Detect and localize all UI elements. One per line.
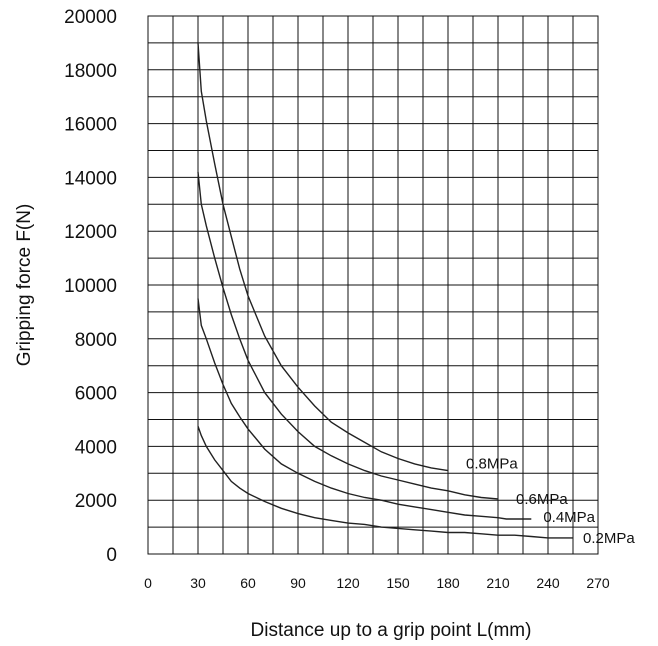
y-tick-labels: 0 2000 4000 6000 8000 10000 12000 14000 16000 180… [64,7,117,566]
x-tick-label: 270 [586,575,610,591]
y-tick-label: 18000 [64,61,117,82]
y-tick-label: 6000 [75,384,117,405]
x-tick-label: 150 [386,575,410,591]
y-tick-label: 4000 [75,437,117,458]
x-tick-label: 60 [240,575,256,591]
y-axis-title: Gripping force F(N) [14,204,35,367]
series-label: 0.2MPa [583,530,635,547]
x-tick-label: 180 [436,575,460,591]
x-tick-label: 210 [486,575,510,591]
series-label: 0.8MPa [466,456,518,473]
x-tick-label: 30 [190,575,206,591]
x-axis-title: Distance up to a grip point L(mm) [251,620,532,641]
series-line-0-4mpa [197,298,532,520]
series-line-0-6mpa [197,171,499,500]
grid-lines [148,16,598,554]
y-tick-label: 8000 [75,330,117,351]
series-line-0-2mpa [197,425,573,539]
series-line-0-8mpa [197,42,449,472]
y-tick-label: 2000 [75,491,117,512]
plot-frame [147,15,599,555]
series-label: 0.4MPa [543,509,595,526]
y-tick-label: 0 [106,545,117,566]
y-tick-label: 10000 [64,276,117,297]
y-tick-label: 14000 [64,168,117,189]
x-tick-label: 240 [536,575,560,591]
x-tick-label: 120 [336,575,360,591]
series-curves [197,42,573,539]
x-tick-label: 0 [144,575,152,591]
y-tick-label: 12000 [64,222,117,243]
series-label: 0.6MPa [516,491,568,508]
x-tick-labels: 0 30 60 90 120 150 180 210 240 270 [144,575,610,591]
y-tick-label: 20000 [64,7,117,28]
y-tick-label: 16000 [64,115,117,136]
x-tick-label: 90 [290,575,306,591]
